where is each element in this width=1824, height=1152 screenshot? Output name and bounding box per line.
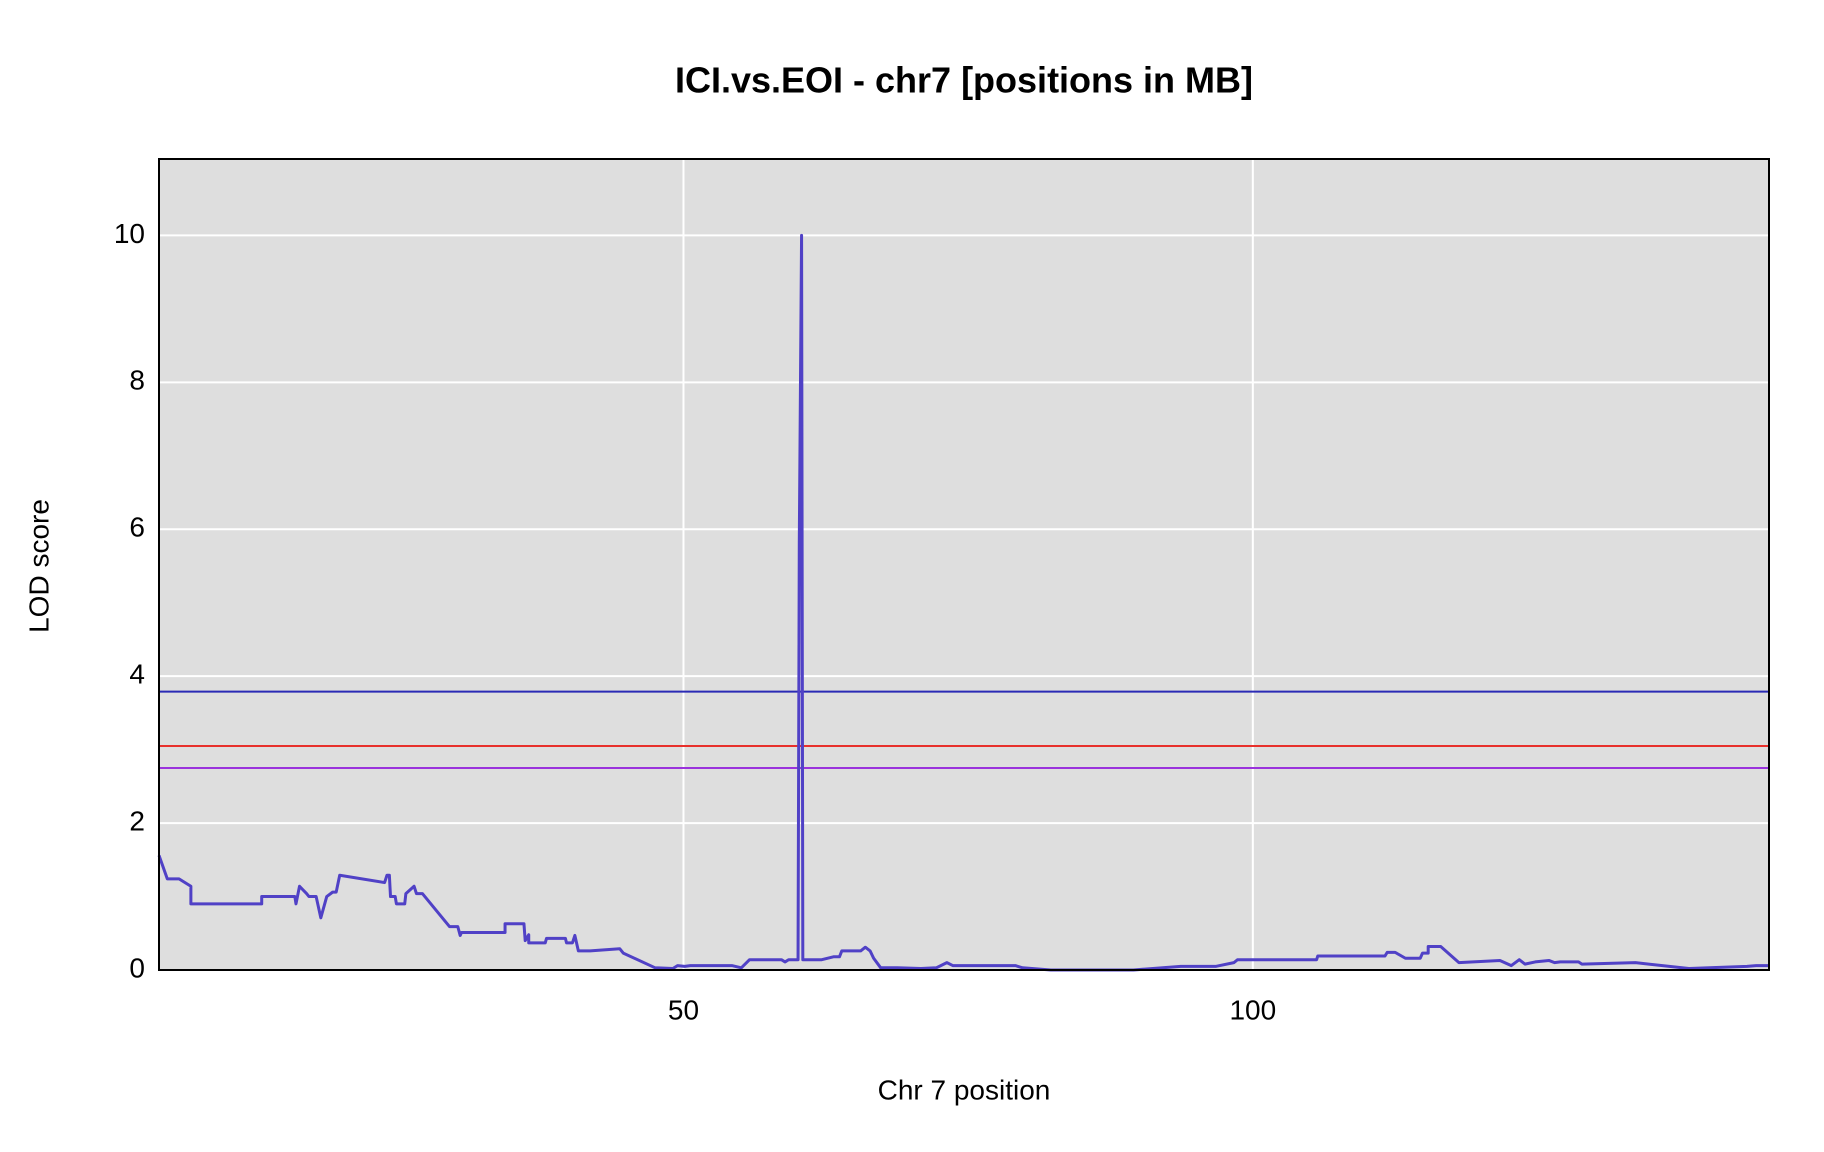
y-tick-label: 10 xyxy=(114,218,145,249)
y-tick-label: 2 xyxy=(129,805,145,836)
plot-frame xyxy=(158,158,1770,971)
y-tick-label: 6 xyxy=(129,512,145,543)
lod-line xyxy=(157,233,1769,972)
y-tick-label: 8 xyxy=(129,365,145,396)
y-tick-label: 0 xyxy=(129,952,145,983)
y-axis-label: LOD score xyxy=(23,499,54,633)
plot-background xyxy=(159,159,1769,970)
chart-title: ICI.vs.EOI - chr7 [positions in MB] xyxy=(675,60,1253,101)
x-tick-label: 50 xyxy=(668,994,699,1025)
marks xyxy=(157,233,1769,972)
x-tick-label: 100 xyxy=(1229,994,1276,1025)
x-axis-label: Chr 7 position xyxy=(878,1074,1051,1105)
y-tick-label: 4 xyxy=(129,659,145,690)
